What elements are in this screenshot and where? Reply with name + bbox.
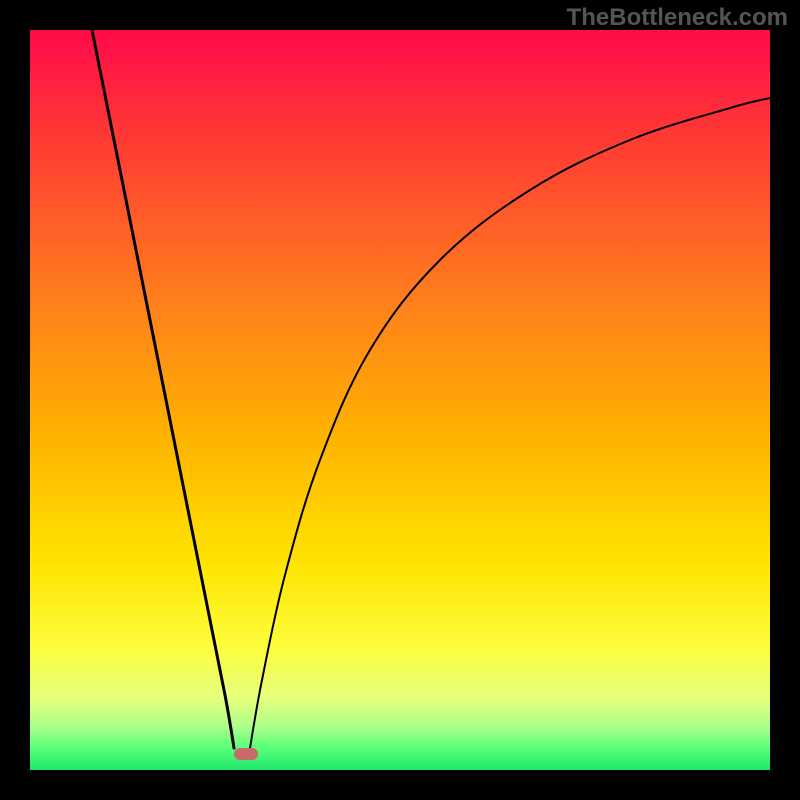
minimum-marker <box>234 748 258 760</box>
chart-svg <box>30 30 770 770</box>
plot-area <box>30 30 770 770</box>
watermark-text: TheBottleneck.com <box>567 4 788 32</box>
chart-container: TheBottleneck.com <box>0 0 800 800</box>
gradient-background <box>30 30 770 770</box>
